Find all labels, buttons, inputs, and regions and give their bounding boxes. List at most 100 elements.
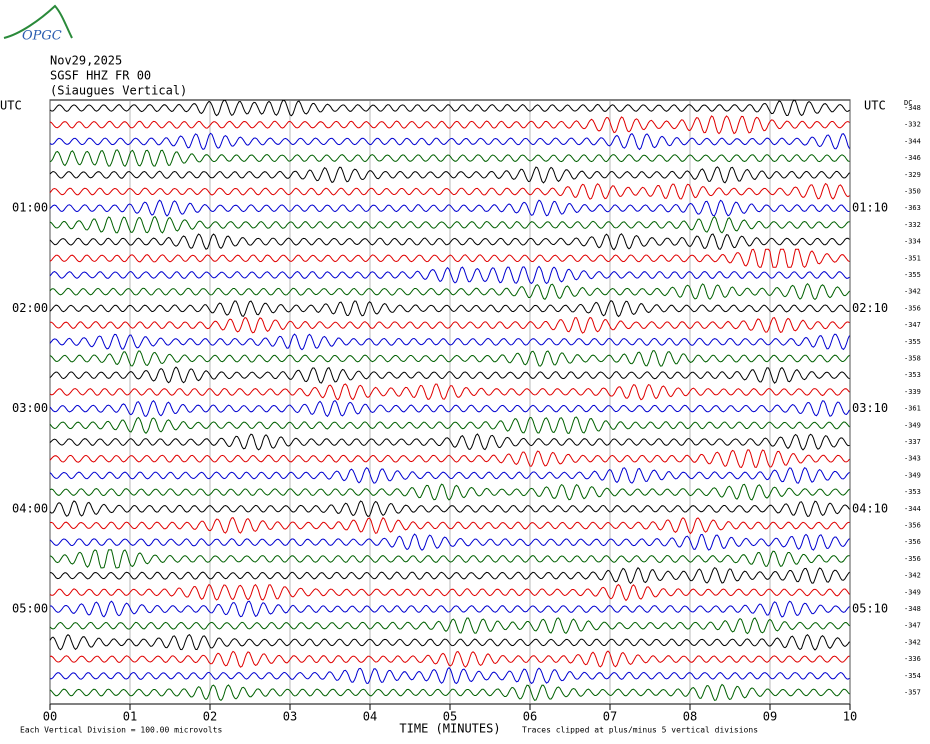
trace — [49, 182, 850, 200]
offset-label: -351 — [904, 254, 921, 262]
trace — [49, 265, 850, 285]
offset-label: -356 — [904, 522, 921, 530]
time-label-left: 04:00 — [12, 501, 48, 515]
offset-label: -337 — [904, 438, 921, 446]
x-axis-label: TIME (MINUTES) — [399, 722, 500, 736]
x-tick-label: 10 — [843, 710, 857, 724]
x-tick-label: 06 — [523, 710, 537, 724]
offset-label: -342 — [904, 288, 921, 296]
trace — [49, 366, 850, 384]
offset-label: -348 — [904, 605, 921, 613]
trace — [49, 549, 850, 569]
header-station: SGSF HHZ FR 00 — [50, 69, 151, 83]
time-label-right: 02:10 — [852, 301, 888, 315]
logo-mark — [3, 4, 73, 39]
trace — [49, 350, 850, 367]
trace — [49, 399, 850, 418]
footer-scale: Each Vertical Division = 100.00 microvol… — [20, 726, 222, 735]
trace — [49, 500, 850, 518]
footer-clip: Traces clipped at plus/minus 5 vertical … — [522, 726, 758, 735]
time-label-left: 01:00 — [12, 201, 48, 215]
trace — [49, 533, 850, 551]
right-axis-label: UTC — [864, 99, 886, 113]
offset-label: -334 — [904, 238, 921, 246]
trace — [50, 600, 850, 618]
time-label-right: 03:10 — [852, 401, 888, 415]
offset-label: -349 — [904, 588, 921, 596]
offset-label: -342 — [904, 638, 921, 646]
offset-label: -353 — [904, 371, 921, 379]
time-label-left: 03:00 — [12, 401, 48, 415]
x-tick-label: 00 — [43, 710, 57, 724]
trace — [49, 634, 850, 651]
x-tick-label: 02 — [203, 710, 217, 724]
offset-label: -356 — [904, 304, 921, 312]
offset-header: DC — [904, 99, 912, 107]
trace — [49, 416, 850, 435]
time-label-right: 05:10 — [852, 602, 888, 616]
trace — [49, 248, 850, 269]
offset-label: -342 — [904, 572, 921, 580]
offset-label: -344 — [904, 505, 921, 513]
offset-label: -347 — [904, 622, 921, 630]
trace — [49, 132, 850, 151]
trace — [49, 483, 850, 501]
offset-label: -348 — [904, 104, 921, 112]
offset-label: -343 — [904, 455, 921, 463]
offset-label: -355 — [904, 338, 921, 346]
trace — [49, 166, 850, 184]
x-tick-label: 08 — [683, 710, 697, 724]
trace — [49, 449, 850, 468]
offset-label: -349 — [904, 421, 921, 429]
trace — [49, 433, 850, 451]
trace — [50, 316, 850, 334]
offset-label: -353 — [904, 488, 921, 496]
trace — [49, 282, 850, 301]
x-tick-label: 05 — [443, 710, 457, 724]
trace — [49, 199, 850, 217]
time-label-right: 01:10 — [852, 201, 888, 215]
time-label-right: 04:10 — [852, 501, 888, 515]
time-label-left: 05:00 — [12, 602, 48, 616]
header-date: Nov29,2025 — [50, 54, 122, 68]
offset-label: -339 — [904, 388, 921, 396]
header-location: (Siaugues Vertical) — [50, 84, 187, 98]
offset-label: -344 — [904, 137, 921, 145]
x-tick-label: 01 — [123, 710, 137, 724]
trace — [49, 383, 850, 401]
offset-label: -361 — [904, 405, 921, 413]
x-tick-label: 04 — [363, 710, 377, 724]
offset-label: -356 — [904, 538, 921, 546]
offset-label: -329 — [904, 171, 921, 179]
trace — [49, 467, 850, 484]
offset-label: -346 — [904, 154, 921, 162]
x-tick-label: 09 — [763, 710, 777, 724]
offset-label: -357 — [904, 689, 921, 697]
offset-label: -349 — [904, 471, 921, 479]
x-tick-label: 07 — [603, 710, 617, 724]
x-tick-label: 03 — [283, 710, 297, 724]
time-label-left: 02:00 — [12, 301, 48, 315]
offset-label: -336 — [904, 655, 921, 663]
trace — [49, 683, 850, 702]
offset-label: -363 — [904, 204, 921, 212]
offset-label: -332 — [904, 121, 921, 129]
offset-label: -358 — [904, 355, 921, 363]
trace — [49, 115, 850, 135]
trace — [49, 617, 850, 635]
offset-label: -350 — [904, 188, 921, 196]
offset-label: -347 — [904, 321, 921, 329]
offset-label: -332 — [904, 221, 921, 229]
trace — [49, 215, 850, 234]
offset-label: -356 — [904, 555, 921, 563]
trace — [49, 517, 850, 535]
logo-text: OPGC — [22, 29, 62, 44]
offset-label: -354 — [904, 672, 921, 680]
trace — [49, 99, 850, 117]
trace — [49, 300, 850, 318]
trace — [49, 567, 850, 585]
trace — [49, 233, 850, 251]
trace — [49, 650, 850, 668]
trace — [50, 666, 850, 685]
